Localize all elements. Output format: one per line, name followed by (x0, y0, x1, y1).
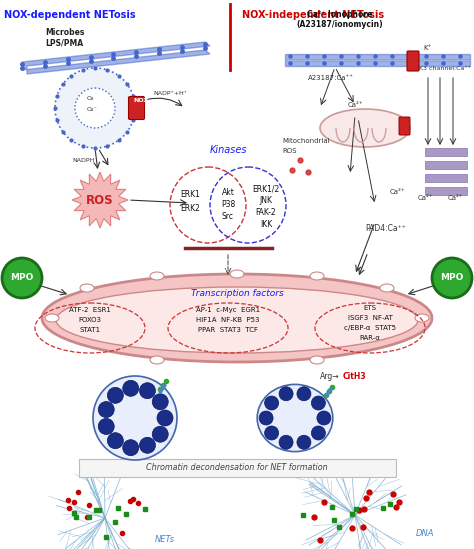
Polygon shape (285, 54, 470, 66)
Ellipse shape (310, 356, 324, 364)
Bar (425, 161, 467, 169)
Circle shape (139, 438, 155, 453)
Text: CitH3: CitH3 (343, 372, 366, 381)
Text: NADPH: NADPH (72, 158, 94, 163)
Text: O₂: O₂ (86, 96, 94, 101)
Bar (425, 187, 467, 195)
Text: ERK1: ERK1 (180, 190, 200, 199)
FancyBboxPatch shape (79, 459, 396, 477)
Ellipse shape (150, 356, 164, 364)
Text: RAR-α: RAR-α (360, 335, 381, 341)
Text: NOX-independent NETosis: NOX-independent NETosis (242, 10, 384, 20)
Circle shape (157, 410, 173, 426)
Text: Akt: Akt (221, 188, 235, 197)
Text: (A23187/ionomycin): (A23187/ionomycin) (297, 20, 383, 29)
Circle shape (2, 258, 42, 298)
Text: HIF1A  NF-KB  P53: HIF1A NF-KB P53 (196, 317, 260, 323)
Text: PPAR  STAT3  TCF: PPAR STAT3 TCF (198, 327, 258, 333)
Ellipse shape (310, 272, 324, 280)
Text: Kinases: Kinases (209, 145, 247, 155)
Circle shape (279, 386, 293, 401)
Circle shape (98, 418, 114, 434)
Circle shape (75, 88, 115, 128)
Text: ROS: ROS (282, 148, 297, 154)
Circle shape (123, 440, 139, 456)
FancyBboxPatch shape (407, 51, 419, 71)
Circle shape (279, 435, 293, 449)
Text: Transcription factors: Transcription factors (191, 289, 283, 298)
Circle shape (152, 426, 168, 442)
FancyBboxPatch shape (399, 117, 410, 135)
Circle shape (297, 386, 311, 401)
Circle shape (264, 426, 279, 440)
Circle shape (98, 401, 114, 418)
Polygon shape (72, 172, 128, 228)
Text: ETS: ETS (364, 305, 376, 311)
Circle shape (297, 435, 311, 449)
Text: Ca²⁺: Ca²⁺ (418, 195, 434, 201)
Text: A23187:Ca⁺⁺: A23187:Ca⁺⁺ (308, 75, 354, 81)
Text: DNA: DNA (416, 529, 434, 538)
Polygon shape (22, 42, 210, 74)
Text: ISGF3  NF-AT: ISGF3 NF-AT (347, 315, 392, 321)
Text: Src: Src (222, 212, 234, 221)
Text: Ca²⁺: Ca²⁺ (448, 195, 464, 201)
Circle shape (311, 396, 325, 410)
Circle shape (317, 411, 331, 425)
Text: FAK-2: FAK-2 (255, 208, 276, 217)
Text: AP-1  c-Myc  EGR1: AP-1 c-Myc EGR1 (196, 307, 260, 313)
Text: ERK2: ERK2 (180, 204, 200, 213)
Text: Chromatin decondensation for NET formation: Chromatin decondensation for NET formati… (146, 463, 328, 473)
Text: NOX: NOX (133, 98, 148, 103)
Ellipse shape (380, 284, 394, 292)
Circle shape (152, 394, 168, 410)
Circle shape (139, 383, 155, 399)
Text: K⁺: K⁺ (423, 45, 431, 51)
Text: Mitochondrial: Mitochondrial (282, 138, 329, 144)
Ellipse shape (45, 314, 59, 322)
Circle shape (264, 396, 279, 410)
FancyBboxPatch shape (128, 97, 145, 120)
Bar (425, 148, 467, 156)
Text: FOXO3: FOXO3 (79, 317, 101, 323)
Text: STAT1: STAT1 (80, 327, 100, 333)
Text: JNK: JNK (259, 196, 273, 205)
Text: ATF-2  ESR1: ATF-2 ESR1 (69, 307, 111, 313)
Text: MPO: MPO (10, 273, 34, 283)
Ellipse shape (150, 272, 164, 280)
Text: IKK: IKK (260, 220, 272, 229)
Text: Arg→: Arg→ (320, 372, 340, 381)
Ellipse shape (42, 274, 432, 362)
Circle shape (123, 380, 139, 396)
Circle shape (93, 376, 177, 460)
Text: MPO: MPO (440, 273, 464, 283)
Bar (425, 174, 467, 182)
Ellipse shape (56, 287, 418, 353)
Circle shape (107, 433, 123, 449)
Circle shape (311, 426, 325, 440)
Text: Ca²⁺ Ionophore: Ca²⁺ Ionophore (307, 10, 373, 19)
Ellipse shape (320, 109, 410, 147)
Ellipse shape (415, 314, 429, 322)
Text: Microbes
LPS/PMA: Microbes LPS/PMA (45, 28, 84, 47)
Circle shape (259, 411, 273, 425)
Circle shape (107, 388, 123, 404)
Text: SK3 channel:Ca⁺⁺: SK3 channel:Ca⁺⁺ (415, 66, 471, 71)
Text: NADP⁺+H⁺: NADP⁺+H⁺ (153, 91, 187, 96)
Text: Ca²⁺: Ca²⁺ (390, 189, 406, 195)
Ellipse shape (230, 270, 244, 278)
Circle shape (55, 68, 135, 148)
Text: NETs: NETs (155, 535, 175, 544)
Text: ROS: ROS (86, 193, 114, 206)
Ellipse shape (80, 284, 94, 292)
Text: PAD4:Ca⁺⁺: PAD4:Ca⁺⁺ (365, 224, 406, 233)
Text: c/EBP-α  STAT5: c/EBP-α STAT5 (344, 325, 396, 331)
Text: P38: P38 (221, 200, 235, 209)
Ellipse shape (257, 384, 333, 452)
Text: O₂⁻: O₂⁻ (87, 107, 97, 112)
Circle shape (432, 258, 472, 298)
Text: ERK1/2: ERK1/2 (252, 184, 280, 193)
Text: Ca²⁺: Ca²⁺ (348, 102, 364, 108)
Text: NOX-dependent NETosis: NOX-dependent NETosis (4, 10, 136, 20)
